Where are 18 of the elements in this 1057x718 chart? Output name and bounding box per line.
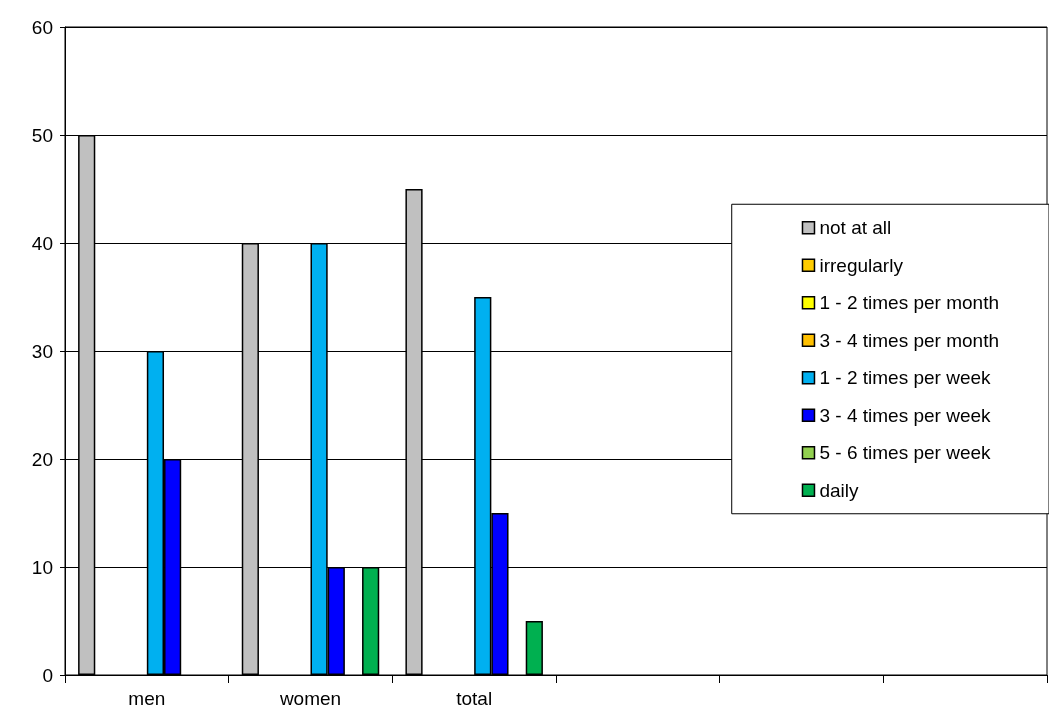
y-tick-label: 30 — [31, 340, 53, 362]
y-tick-label: 50 — [31, 124, 53, 146]
legend-label: 3 - 4 times per month — [819, 329, 1000, 351]
y-tick-label: 0 — [42, 664, 53, 686]
legend-label: irregularly — [819, 254, 904, 276]
y-tick-label: 10 — [31, 556, 53, 578]
y-tick-label: 20 — [31, 448, 53, 470]
legend-label: 1 - 2 times per month — [819, 292, 1000, 314]
x-tick-label: men — [128, 688, 166, 709]
y-tick-label: 40 — [31, 232, 53, 254]
x-tick-label: women — [278, 688, 342, 709]
legend-label: not at all — [819, 217, 892, 239]
legend-label: daily — [819, 479, 860, 501]
y-tick-label: 60 — [31, 16, 53, 38]
legend-label: 5 - 6 times per week — [819, 442, 992, 464]
legend-label: 1 - 2 times per week — [819, 367, 992, 389]
legend-label: 3 - 4 times per week — [819, 404, 992, 426]
x-tick-label: total — [456, 688, 493, 709]
